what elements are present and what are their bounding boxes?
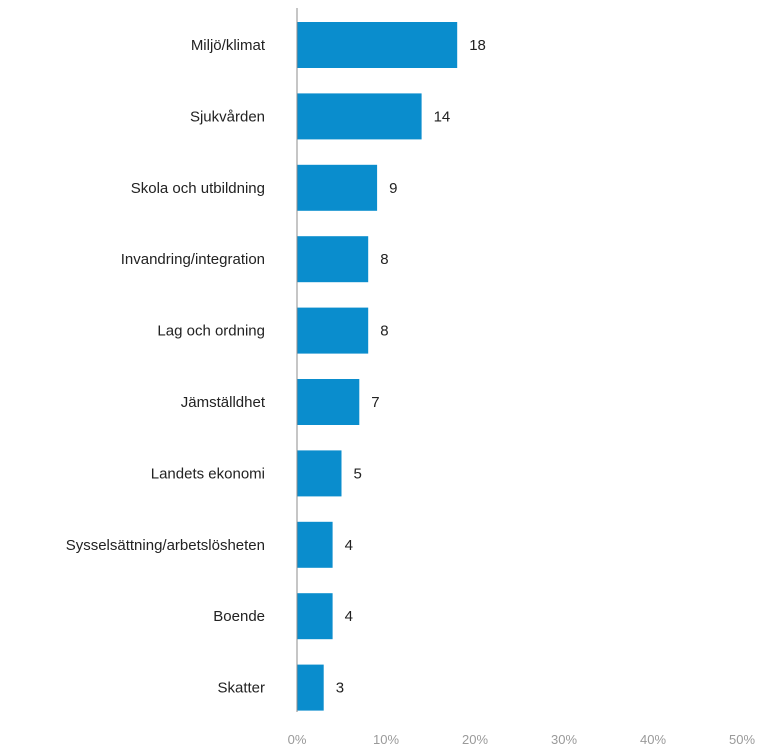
bar (297, 521, 333, 568)
category-label: Landets ekonomi (151, 465, 265, 482)
category-label: Skatter (217, 680, 265, 697)
bar (297, 450, 342, 497)
bar (297, 379, 360, 425)
bar-value-label: 8 (380, 251, 388, 268)
category-label: Lag och ordning (157, 323, 265, 340)
category-label: Sysselsättning/arbetslösheten (66, 537, 265, 554)
category-label: Boende (213, 608, 265, 625)
bar-value-label: 8 (380, 323, 388, 340)
bar (297, 593, 333, 640)
bar (297, 22, 458, 68)
bar-value-label: 5 (354, 465, 362, 482)
x-tick-label: 10% (373, 732, 399, 747)
bar-value-label: 4 (345, 537, 353, 554)
x-tick-label: 20% (462, 732, 488, 747)
bar-value-label: 18 (469, 37, 486, 54)
x-tick-label: 50% (729, 732, 755, 747)
category-label: Invandring/integration (121, 251, 265, 268)
value-labels-group: 18 14 9 8 8 7 5 4 4 3 (336, 37, 486, 697)
bars-group (297, 22, 458, 711)
bar-value-label: 3 (336, 680, 344, 697)
category-labels-group: Miljö/klimat Sjukvården Skola och utbildni… (66, 37, 266, 697)
bar-value-label: 14 (434, 108, 451, 125)
category-label: Skola och utbildning (131, 180, 265, 197)
bar-value-label: 9 (389, 180, 397, 197)
bar (297, 307, 369, 354)
x-ticks-group: 0% 10% 20% 30% 40% 50% (288, 732, 756, 747)
x-tick-label: 40% (640, 732, 666, 747)
category-label: Sjukvården (190, 108, 265, 125)
bar (297, 93, 422, 140)
bar (297, 164, 378, 211)
bar-value-label: 7 (371, 394, 379, 411)
bar (297, 664, 324, 711)
category-label: Jämställdhet (181, 394, 266, 411)
bar (297, 236, 369, 283)
x-tick-label: 30% (551, 732, 577, 747)
category-label: Miljö/klimat (191, 37, 266, 54)
bar-value-label: 4 (345, 608, 353, 625)
x-tick-label: 0% (288, 732, 307, 747)
